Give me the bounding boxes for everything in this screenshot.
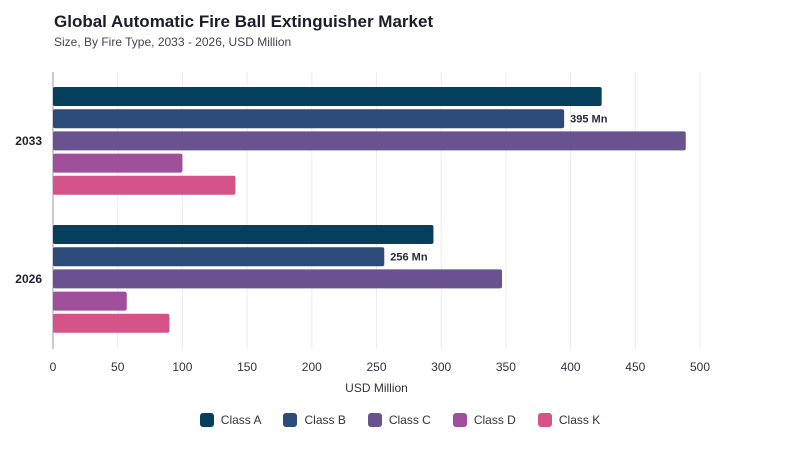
- bar-class-b: [53, 109, 565, 129]
- legend-label: Class A: [220, 413, 262, 427]
- x-tick-label: 50: [111, 360, 125, 374]
- bar-class-c: [53, 269, 503, 289]
- bar-class-k: [53, 313, 170, 333]
- legend-swatch: [199, 413, 214, 427]
- bar-class-d: [53, 153, 183, 173]
- legend-item-class-c: Class C: [367, 413, 431, 427]
- x-axis-label: USD Million: [345, 381, 408, 395]
- legend-label: Class C: [388, 413, 431, 427]
- legend-label: Class K: [558, 413, 601, 427]
- x-tick-label: 250: [366, 360, 386, 374]
- legend-item-class-d: Class D: [452, 413, 516, 427]
- bar-class-k: [53, 175, 236, 195]
- bar-class-d: [53, 291, 127, 311]
- legend-item-class-a: Class A: [199, 413, 262, 427]
- legend-item-class-b: Class B: [283, 413, 346, 427]
- x-tick-label: 400: [561, 360, 581, 374]
- bar-class-a: [53, 225, 434, 244]
- legend-swatch: [452, 413, 467, 427]
- x-tick-label: 150: [237, 360, 257, 374]
- x-tick-label: 350: [496, 360, 516, 374]
- bar-class-b: [53, 247, 385, 267]
- x-tick-label: 450: [625, 360, 645, 374]
- chart-legend: Class A Class B Class C Class D Class K: [0, 413, 800, 427]
- x-tick-label: 100: [172, 360, 192, 374]
- legend-swatch: [367, 413, 382, 427]
- legend-label: Class B: [304, 413, 346, 427]
- chart-subtitle: Size, By Fire Type, 2033 - 2026, USD Mil…: [54, 35, 292, 49]
- category-label: 2033: [15, 134, 42, 148]
- x-tick-label: 0: [50, 360, 57, 374]
- legend-label: Class D: [473, 413, 516, 427]
- data-label: 395 Mn: [570, 114, 608, 126]
- chart-title: Global Automatic Fire Ball Extinguisher …: [54, 12, 434, 31]
- legend-swatch: [537, 413, 552, 427]
- x-tick-label: 300: [431, 360, 451, 374]
- x-tick-label: 500: [690, 360, 710, 374]
- legend-swatch: [283, 413, 298, 427]
- category-label: 2026: [15, 272, 42, 286]
- bar-class-a: [53, 87, 602, 106]
- bar-class-c: [53, 131, 686, 151]
- data-label: 256 Mn: [390, 252, 428, 264]
- legend-item-class-k: Class K: [537, 413, 601, 427]
- x-tick-label: 200: [302, 360, 322, 374]
